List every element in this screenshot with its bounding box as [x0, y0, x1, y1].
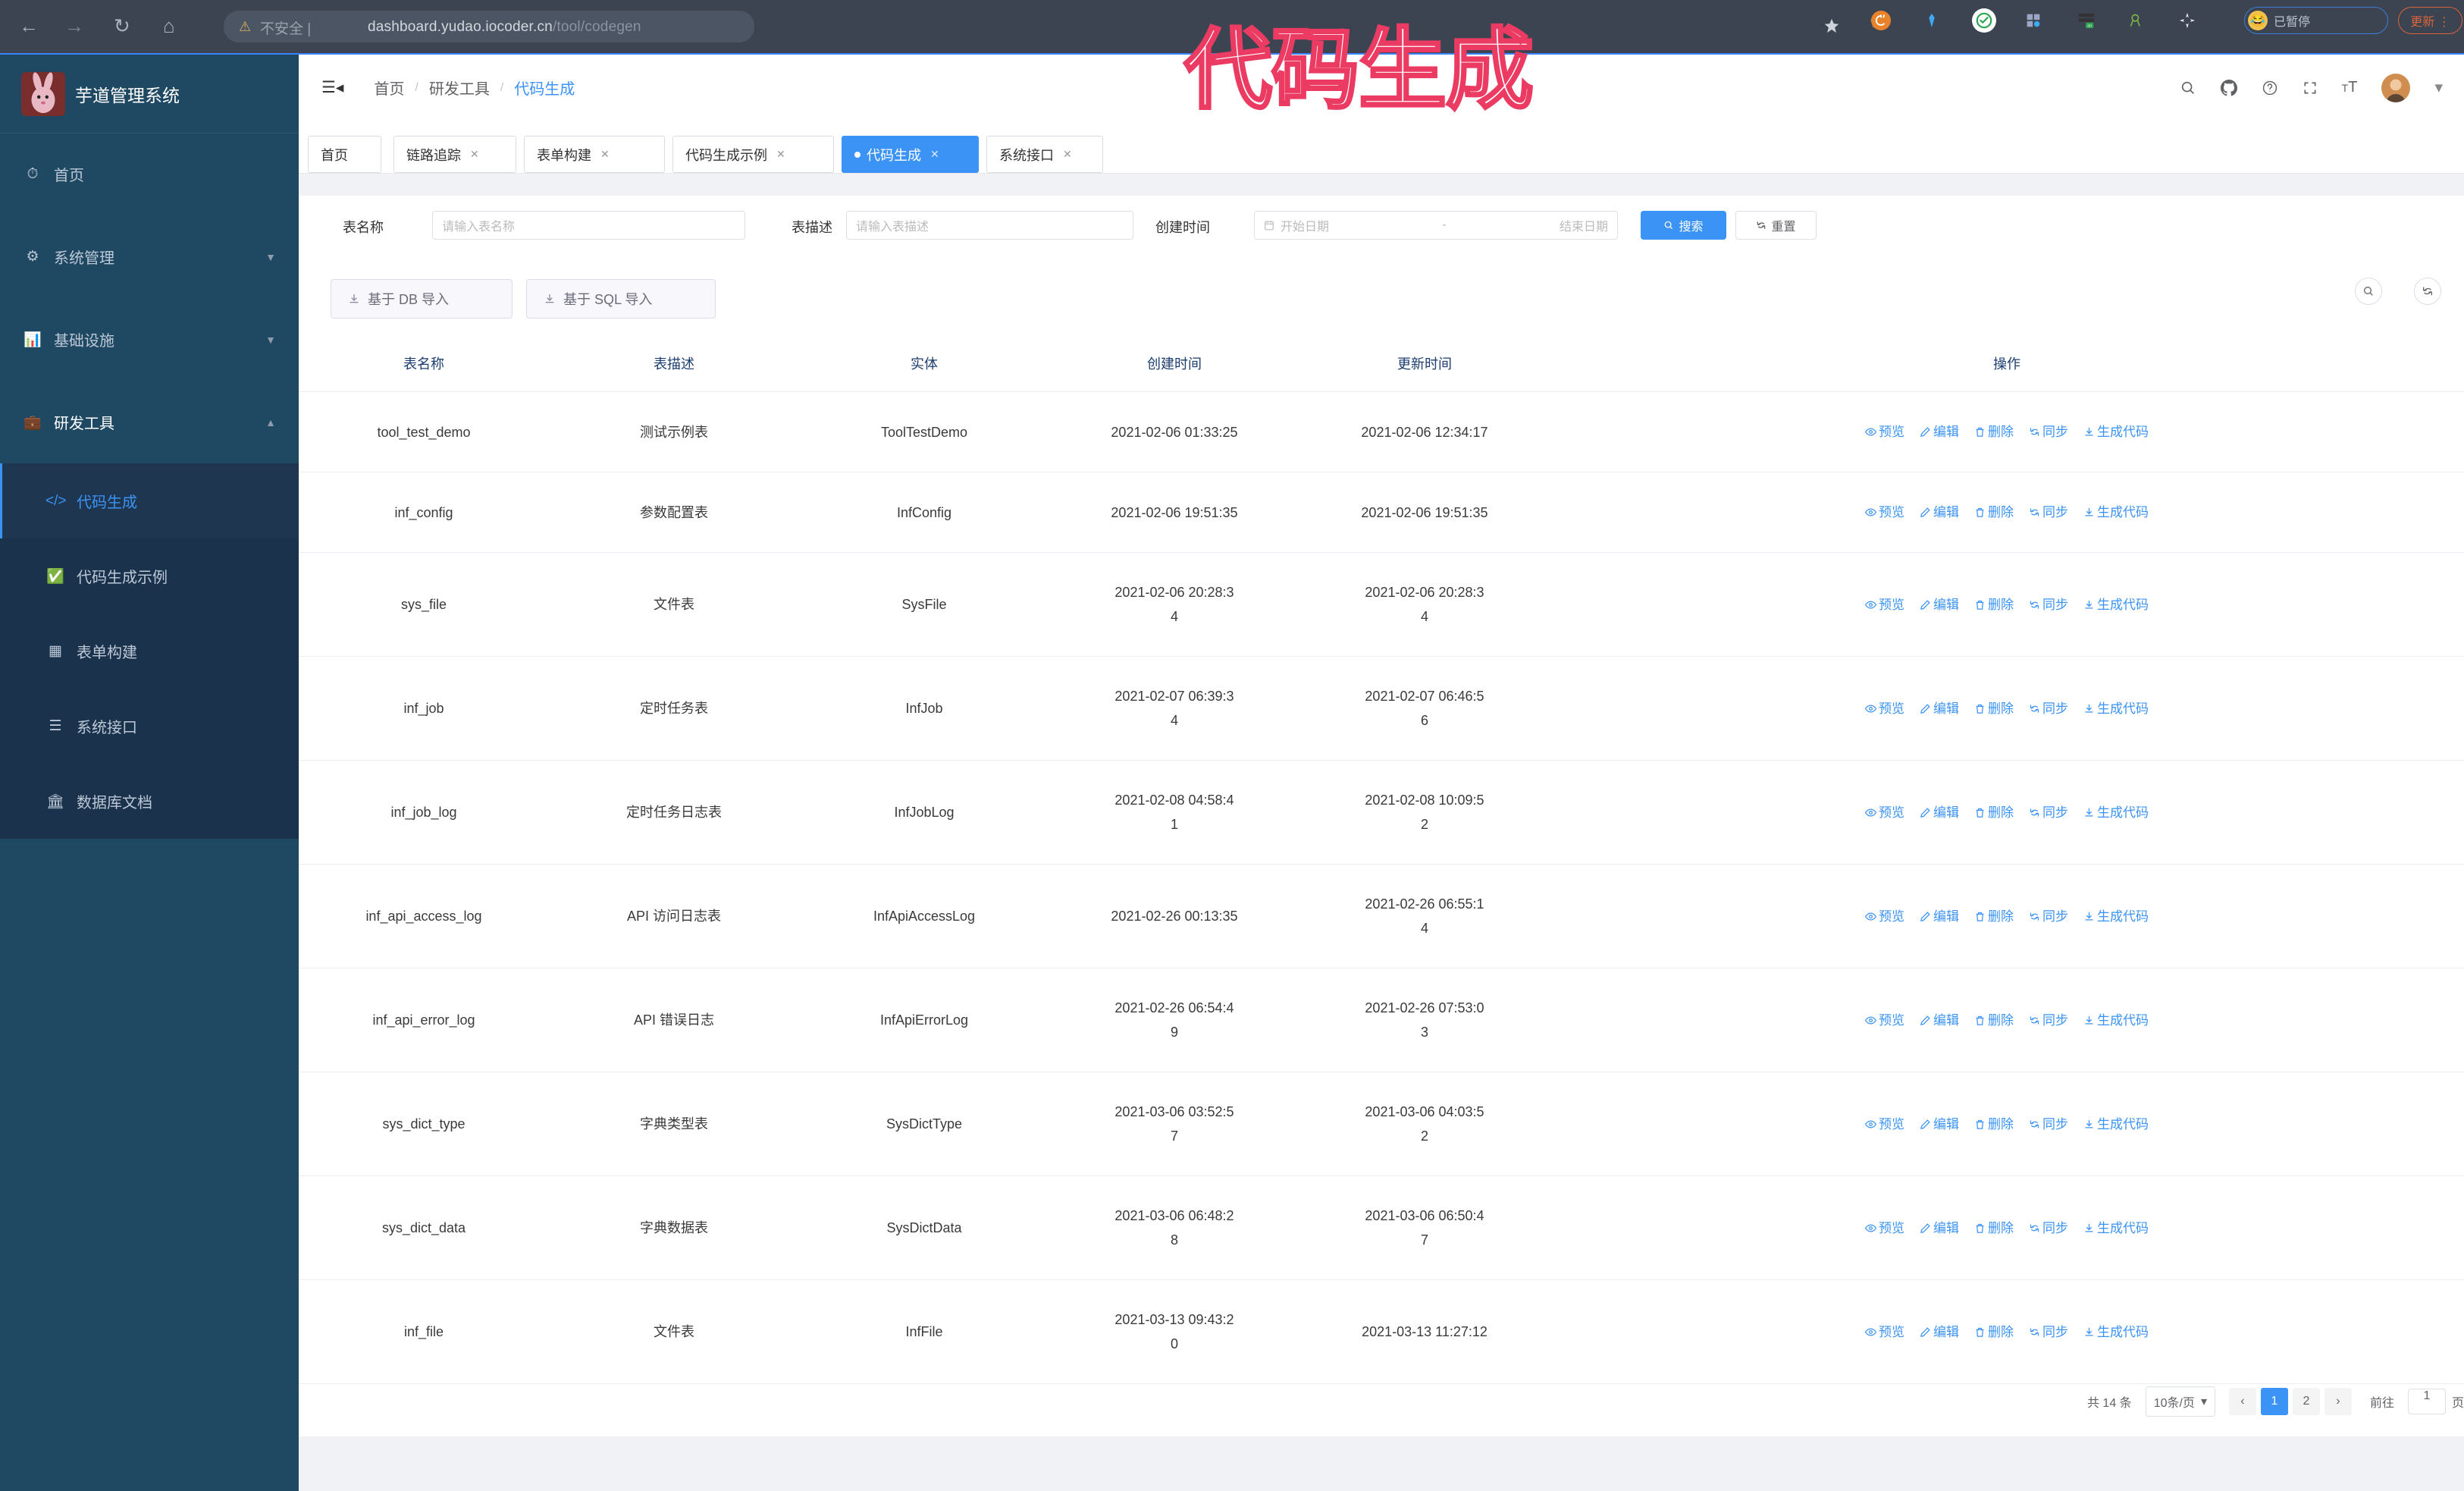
svg-text:on: on — [2087, 24, 2092, 29]
